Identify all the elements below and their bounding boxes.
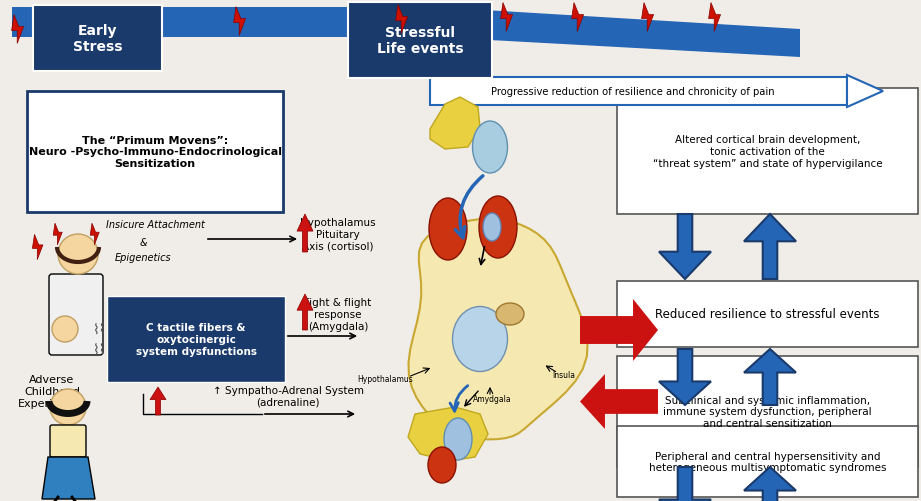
Text: Insula: Insula <box>553 371 576 380</box>
Text: Early
Stress: Early Stress <box>73 24 122 54</box>
FancyBboxPatch shape <box>617 282 918 347</box>
Polygon shape <box>501 4 513 33</box>
Ellipse shape <box>483 213 501 241</box>
FancyBboxPatch shape <box>33 6 162 72</box>
Text: Subclinical and systemic inflammation,
immune system dysfunction, peripheral
and: Subclinical and systemic inflammation, i… <box>663 395 872 428</box>
Polygon shape <box>659 349 711 405</box>
FancyBboxPatch shape <box>27 92 283 212</box>
Ellipse shape <box>479 196 517 259</box>
Text: ⌇⌇: ⌇⌇ <box>93 322 107 336</box>
Text: Amydgala: Amydgala <box>472 395 511 404</box>
Text: Stressful
Life events: Stressful Life events <box>377 26 463 56</box>
Polygon shape <box>12 16 24 44</box>
Text: Insicure Attachment: Insicure Attachment <box>106 219 204 229</box>
Text: Hypothalamus
Pituitary
Axis (cortisol): Hypothalamus Pituitary Axis (cortisol) <box>300 218 376 251</box>
Polygon shape <box>90 224 99 245</box>
Polygon shape <box>744 349 796 405</box>
Polygon shape <box>234 8 246 37</box>
FancyBboxPatch shape <box>49 275 103 355</box>
Polygon shape <box>744 214 796 280</box>
Polygon shape <box>708 4 720 33</box>
Text: Fight & flight
response
(Amygdala): Fight & flight response (Amygdala) <box>304 298 372 331</box>
Polygon shape <box>659 214 711 280</box>
Ellipse shape <box>429 198 467 261</box>
Text: The “Primum Movens”:
Neuro -Psycho-Immuno-Endocrinological
Sensitization: The “Primum Movens”: Neuro -Psycho-Immun… <box>29 136 282 169</box>
Circle shape <box>52 316 78 342</box>
Polygon shape <box>42 457 95 499</box>
Polygon shape <box>409 219 588 439</box>
Text: Peripheral and central hypersensitivity and
heterogeneous multisymptomatic syndr: Peripheral and central hypersensitivity … <box>648 451 886 472</box>
Polygon shape <box>297 295 313 330</box>
FancyBboxPatch shape <box>617 426 918 497</box>
FancyBboxPatch shape <box>617 89 918 214</box>
Circle shape <box>50 389 86 425</box>
Text: ↑ Sympatho-Adrenal System
(adrenaline): ↑ Sympatho-Adrenal System (adrenaline) <box>213 385 364 407</box>
Text: Adverse
Childhood
Experiences: Adverse Childhood Experiences <box>18 375 86 408</box>
Polygon shape <box>572 4 584 33</box>
FancyBboxPatch shape <box>348 3 492 79</box>
Polygon shape <box>297 214 313 253</box>
Text: &: & <box>139 237 146 247</box>
Text: Progressive reduction of resilience and chronicity of pain: Progressive reduction of resilience and … <box>491 87 775 97</box>
Polygon shape <box>580 300 658 361</box>
Polygon shape <box>580 374 658 429</box>
FancyBboxPatch shape <box>107 297 285 382</box>
FancyBboxPatch shape <box>617 356 918 467</box>
Polygon shape <box>32 235 43 260</box>
Text: Epigenetics: Epigenetics <box>115 253 171 263</box>
Ellipse shape <box>472 122 507 174</box>
Text: ⌇⌇: ⌇⌇ <box>93 342 107 356</box>
Circle shape <box>58 234 98 275</box>
Polygon shape <box>53 224 63 245</box>
Polygon shape <box>847 76 883 108</box>
FancyBboxPatch shape <box>430 78 847 106</box>
Ellipse shape <box>444 418 472 460</box>
Ellipse shape <box>452 307 507 372</box>
Polygon shape <box>396 6 408 35</box>
Polygon shape <box>408 407 488 461</box>
Ellipse shape <box>496 304 524 325</box>
Text: Altered cortical brain development,
tonic activation of the
“threat system” and : Altered cortical brain development, toni… <box>653 135 882 168</box>
Polygon shape <box>430 98 480 150</box>
Ellipse shape <box>428 447 456 483</box>
Polygon shape <box>744 467 796 501</box>
Polygon shape <box>659 467 711 501</box>
Polygon shape <box>12 8 800 58</box>
Text: Hypothalamus: Hypothalamus <box>357 375 413 384</box>
FancyBboxPatch shape <box>50 425 86 457</box>
Text: C tactile fibers &
oxytocinergic
system dysfunctions: C tactile fibers & oxytocinergic system … <box>135 323 257 356</box>
Polygon shape <box>150 387 166 415</box>
Polygon shape <box>642 4 654 33</box>
Text: Reduced resilience to stressful events: Reduced resilience to stressful events <box>655 308 880 321</box>
